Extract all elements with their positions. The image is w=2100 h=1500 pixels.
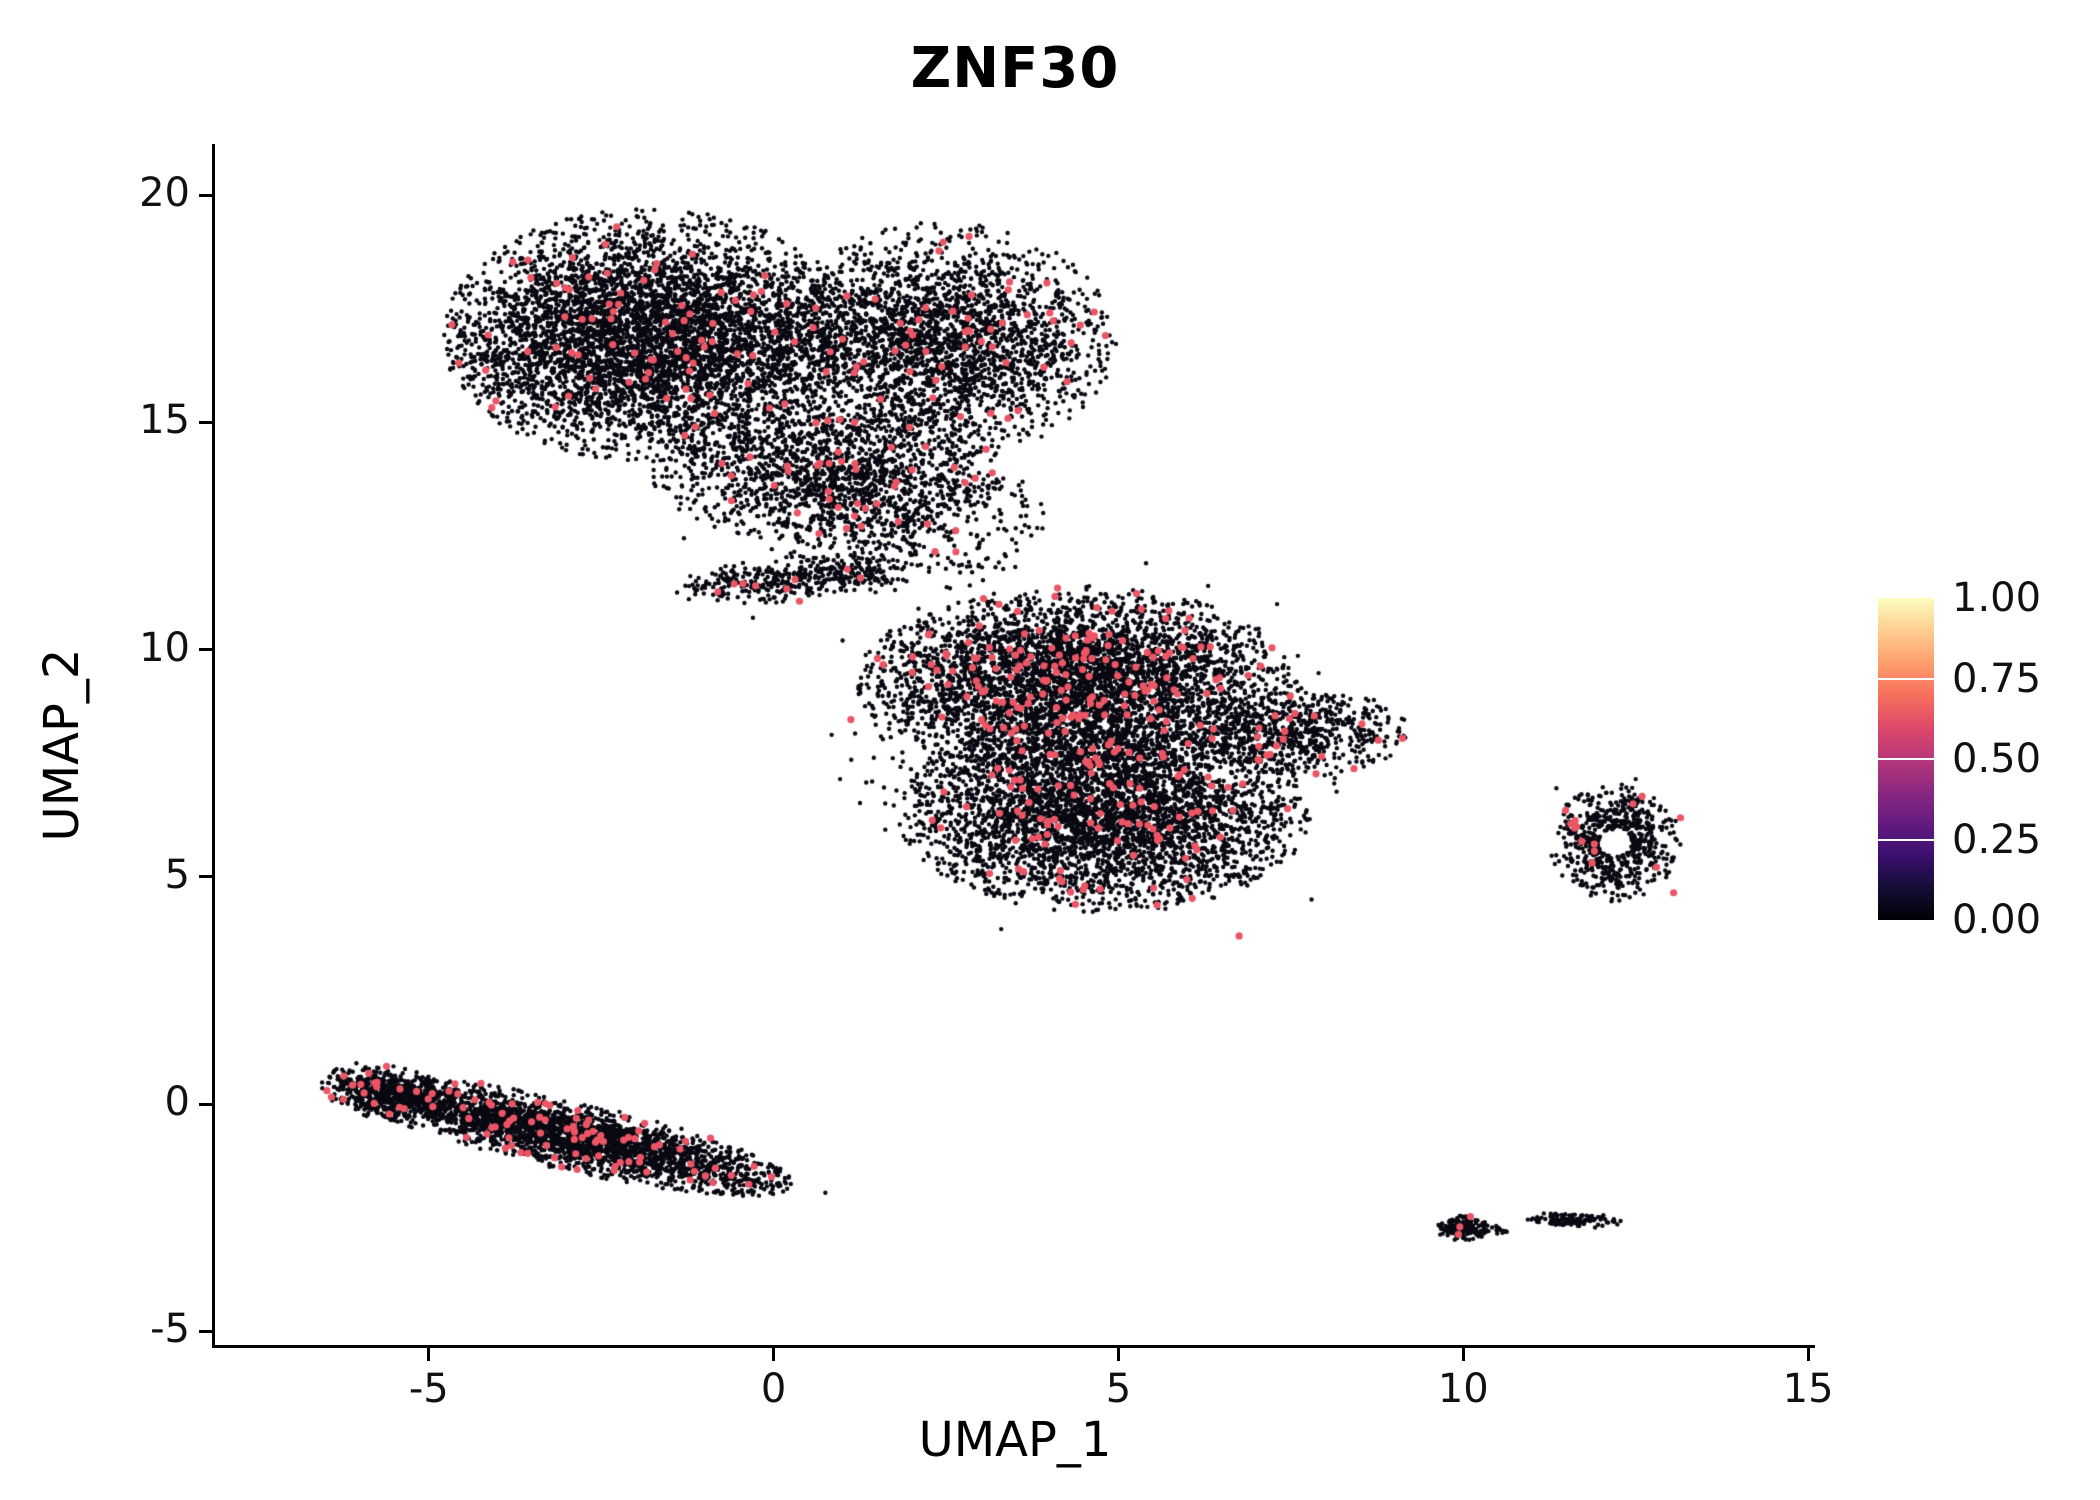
- expression-colorbar: [1878, 598, 1934, 920]
- y-tick-mark: [199, 875, 212, 879]
- colorbar-tick-label: 0.00: [1952, 897, 2042, 943]
- x-tick-label: 15: [1782, 1366, 1834, 1412]
- y-tick-mark: [199, 193, 212, 197]
- y-axis-label: UMAP_2: [34, 648, 90, 842]
- x-axis-label: UMAP_1: [918, 1412, 1112, 1468]
- colorbar-tick-label: 1.00: [1952, 575, 2042, 621]
- y-tick-label: 20: [139, 170, 190, 216]
- colorbar-tick-label: 0.25: [1952, 816, 2042, 863]
- x-tick-label: 5: [1105, 1366, 1132, 1412]
- x-axis-line: [212, 1345, 1815, 1348]
- colorbar-tick: [1878, 758, 1934, 760]
- y-tick-mark: [199, 1102, 212, 1106]
- y-tick-mark: [199, 420, 212, 424]
- colorbar-tick-label: 0.75: [1952, 655, 2042, 702]
- y-axis-line: [212, 144, 215, 1348]
- x-tick-mark: [1116, 1348, 1120, 1361]
- x-tick-label: -5: [408, 1366, 449, 1412]
- colorbar-tick-label: 0.50: [1952, 736, 2042, 782]
- x-tick-label: 10: [1437, 1366, 1489, 1412]
- y-tick-label: 5: [164, 851, 190, 898]
- plot-title: ZNF30: [910, 36, 1120, 101]
- y-tick-label: -5: [150, 1306, 190, 1353]
- x-tick-mark: [427, 1348, 431, 1361]
- colorbar-tick: [1878, 838, 1934, 841]
- scatter-canvas: [215, 145, 1815, 1345]
- x-tick-label: 0: [760, 1366, 787, 1412]
- x-tick-mark: [1806, 1348, 1810, 1361]
- colorbar-tick: [1878, 677, 1934, 680]
- y-tick-label: 10: [139, 624, 190, 671]
- y-tick-mark: [199, 648, 212, 652]
- y-tick-mark: [199, 1329, 212, 1333]
- y-tick-label: 15: [139, 397, 190, 444]
- y-tick-label: 0: [164, 1079, 190, 1126]
- x-tick-mark: [772, 1348, 776, 1361]
- x-tick-mark: [1461, 1348, 1465, 1361]
